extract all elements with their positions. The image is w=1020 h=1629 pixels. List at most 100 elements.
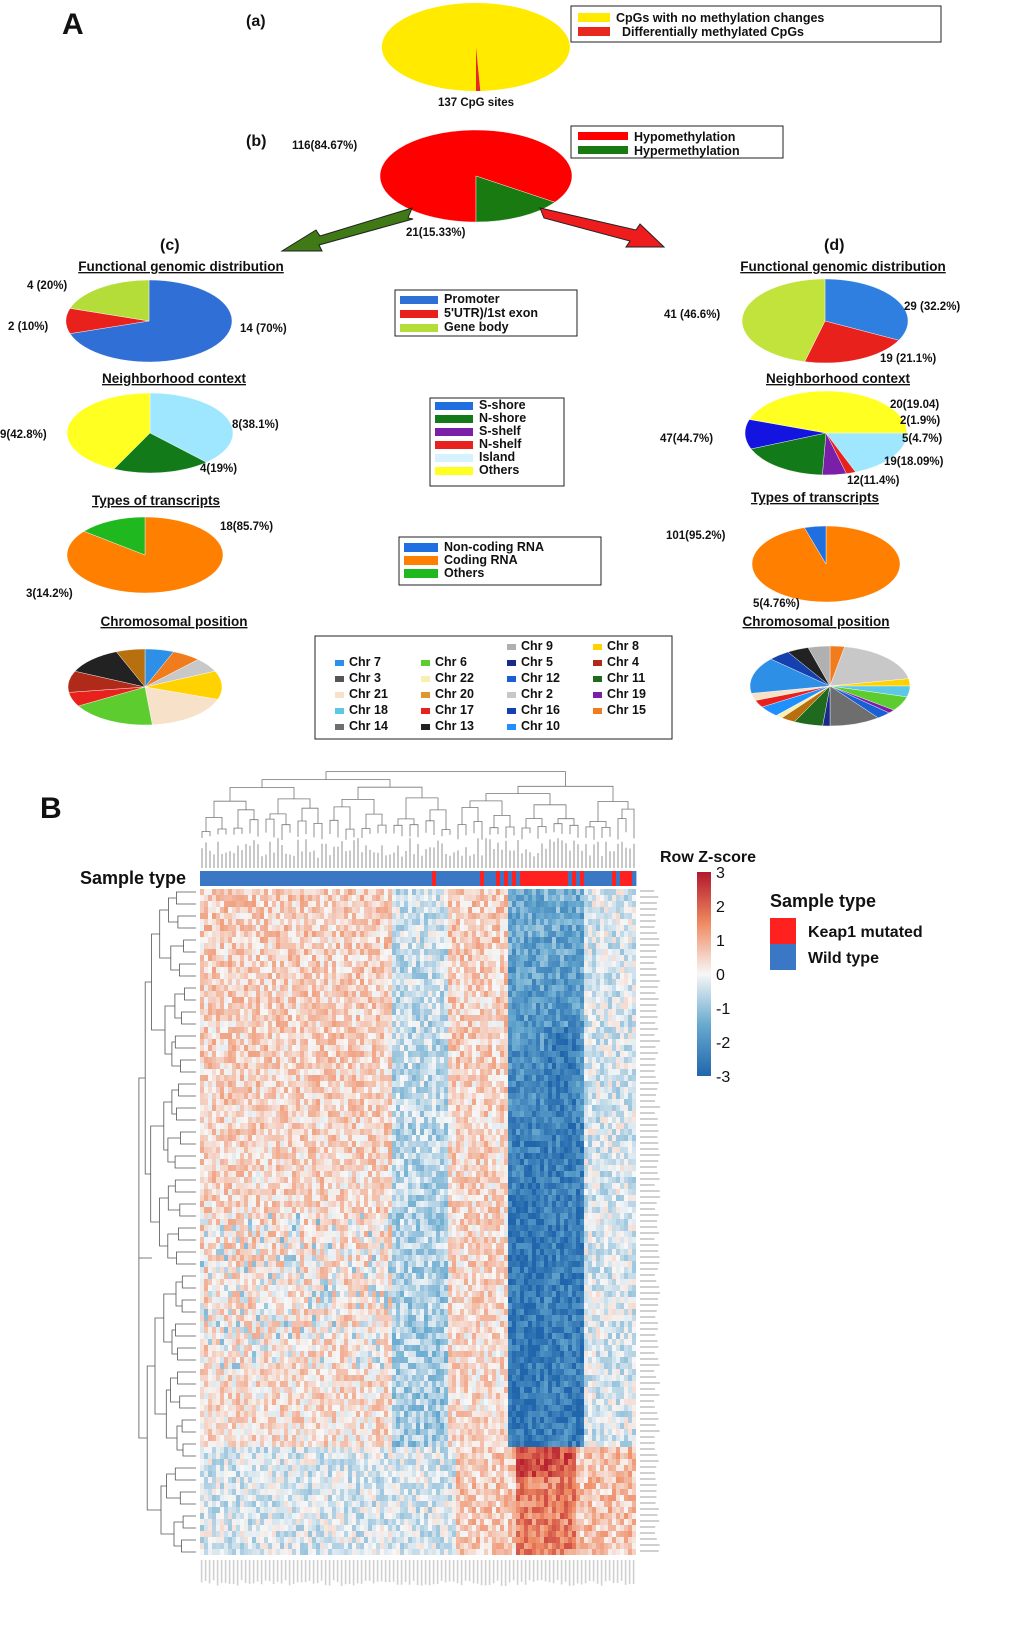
group-d-tag: (d) [824,237,844,254]
heatmap-cell [240,1105,245,1112]
heatmap-cell [292,937,297,944]
heatmap-cell [436,1093,441,1100]
heatmap-cell [256,1051,261,1058]
heatmap-cell [268,991,273,998]
heatmap-cell [472,1051,477,1058]
heatmap-cell [376,1033,381,1040]
heatmap-cell [256,1117,261,1124]
heatmap-cell [544,931,549,938]
heatmap-cell [524,949,529,956]
heatmap-cell [548,1123,553,1130]
heatmap-cell [348,1039,353,1046]
heatmap-cell [588,1015,593,1022]
heatmap-cell [476,961,481,968]
heatmap-cell [216,1117,221,1124]
heatmap-cell [440,931,445,938]
heatmap-cell [632,1141,636,1148]
heatmap-cell [328,1069,333,1076]
heatmap-cell [352,1063,357,1070]
heatmap-cell [220,901,225,908]
heatmap-cell [580,1087,585,1094]
heatmap-cell [236,1021,241,1028]
heatmap-cell [576,961,581,968]
heatmap-cell [444,943,449,950]
heatmap-cell [508,979,513,986]
heatmap-cell [380,1003,385,1010]
heatmap-cell [552,1069,557,1076]
heatmap-cell [568,901,573,908]
heatmap-cell [500,937,505,944]
heatmap-cell [352,1087,357,1094]
heatmap-cell [564,1033,569,1040]
heatmap-cell [368,1003,373,1010]
heatmap-cell [248,1027,253,1034]
heatmap-cell [584,961,589,968]
heatmap-cell [300,955,305,962]
heatmap-cell [232,895,237,902]
heatmap-cell [468,925,473,932]
heatmap-cell [276,973,281,980]
pie-c2-slice-1 [113,432,207,474]
heatmap-cell [556,1111,561,1118]
heatmap-cell [584,1099,589,1106]
heatmap-cell [460,955,465,962]
heatmap-cell [236,979,241,986]
heatmap-cell [284,1027,289,1034]
heatmap-cell [376,949,381,956]
heatmap-cell [220,1069,225,1076]
heatmap-cell [288,1099,293,1106]
leg-chrom-label-7: Chr 22 [435,671,474,685]
heatmap-cell [516,1099,521,1106]
heatmap-cell [632,1051,636,1058]
heatmap-cell [304,973,309,980]
heatmap-cell [356,1039,361,1046]
heatmap-cell [272,1081,277,1088]
heatmap-cell [216,1135,221,1142]
heatmap-cell [296,1039,301,1046]
heatmap-cell [412,1105,417,1112]
heatmap-cell [308,907,313,914]
heatmap-cell [424,1021,429,1028]
heatmap-cell [200,997,205,1004]
heatmap-cell [628,1045,633,1052]
heatmap-cell [284,1081,289,1088]
heatmap-cell [332,1141,337,1148]
heatmap-cell [348,991,353,998]
heatmap-cell [480,1093,485,1100]
heatmap-cell [400,991,405,998]
heatmap-cell [336,907,341,914]
heatmap-cell [320,919,325,926]
heatmap-cell [424,925,429,932]
heatmap-cell [468,1063,473,1070]
heatmap-cell [216,1111,221,1118]
heatmap-cell [560,949,565,956]
heatmap-cell [372,1141,377,1148]
heatmap-cell [480,1045,485,1052]
heatmap-cell [620,1027,625,1034]
heatmap-cell [456,1081,461,1088]
heatmap-cell [372,925,377,932]
heatmap-cell [608,1069,613,1076]
heatmap-cell [368,1075,373,1082]
heatmap-cell [432,1075,437,1082]
heatmap-cell [216,919,221,926]
heatmap-cell [400,889,405,896]
heatmap-cell [260,943,265,950]
heatmap-cell [484,991,489,998]
heatmap-cell [436,1099,441,1106]
heatmap-cell [620,943,625,950]
heatmap-cell [280,1117,285,1124]
heatmap-cell [524,955,529,962]
heatmap-cell [592,919,597,926]
heatmap-cell [384,919,389,926]
heatmap-cell [288,931,293,938]
heatmap-cell [592,979,597,986]
heatmap-cell [224,1075,229,1082]
heatmap-cell [220,1027,225,1034]
heatmap-cell [384,961,389,968]
heatmap-cell [568,895,573,902]
heatmap-cell [632,1033,636,1040]
heatmap-cell [332,1129,337,1136]
heatmap-cell [544,889,549,896]
heatmap-cell [616,913,621,920]
